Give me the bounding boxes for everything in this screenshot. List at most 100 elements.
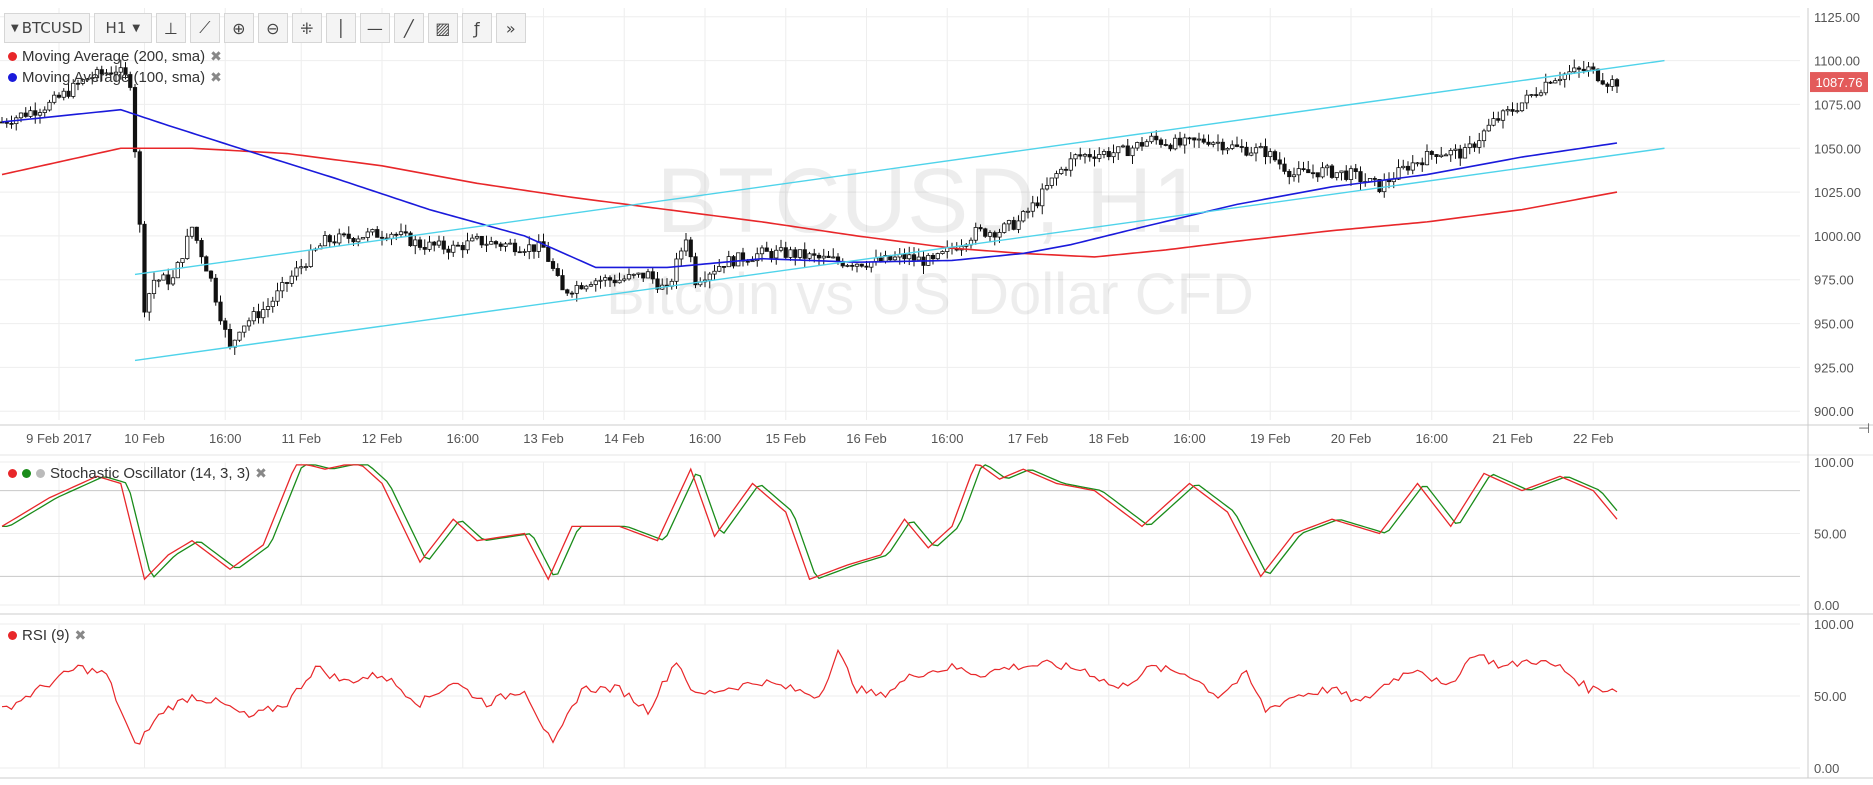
interval-selector[interactable]: H1 ▼ [93, 13, 152, 43]
candle [1063, 166, 1069, 176]
candle-body [237, 331, 242, 341]
fib-icon[interactable]: ▨ [427, 13, 458, 43]
crosshair-icon[interactable]: ⁜ [291, 13, 322, 43]
candle [1462, 143, 1468, 159]
candle [1429, 150, 1434, 160]
remove-rsi-icon[interactable]: ✖ [74, 627, 87, 643]
candle-body [997, 232, 1002, 238]
candle-body [1557, 78, 1563, 82]
candle [90, 71, 95, 85]
candle-body [712, 270, 717, 275]
zoom-out-icon[interactable]: ⊖ [257, 13, 288, 43]
candle-body [1206, 141, 1211, 145]
candle-body [1087, 154, 1092, 158]
candle [66, 83, 71, 99]
candle-body [75, 82, 81, 85]
candle-body [555, 268, 560, 276]
candle-body [1306, 169, 1311, 174]
legend-rsi[interactable]: RSI (9) ✖ [8, 627, 86, 644]
candle-body [1339, 170, 1344, 174]
x-tick-label: 16:00 [446, 431, 479, 446]
horizontal-line-icon[interactable]: — [359, 13, 390, 43]
interval-label: H1 [105, 19, 127, 37]
candle [417, 236, 423, 251]
candle [1002, 221, 1007, 234]
candle-body [783, 247, 788, 258]
legend-ma200[interactable]: Moving Average (200, sma) ✖ [8, 48, 222, 65]
candle-body [1002, 223, 1007, 233]
candle [1344, 165, 1349, 182]
candle [180, 258, 185, 268]
legend-ma100-label: Moving Average (100, sma) [22, 69, 206, 86]
candle-body [579, 285, 584, 290]
candle-body [978, 227, 983, 230]
candle [1059, 166, 1064, 175]
candle [1515, 102, 1520, 114]
candle-body [351, 238, 356, 243]
candle [422, 239, 427, 255]
legend-stochastic[interactable]: Stochastic Oscillator (14, 3, 3) ✖ [8, 465, 267, 482]
function-icon[interactable]: ƒ [461, 13, 492, 43]
candle-body [831, 256, 836, 259]
candle [1106, 147, 1111, 161]
candle-body [845, 264, 850, 267]
candle [1453, 144, 1458, 159]
candle [603, 274, 608, 287]
candle-body [394, 233, 399, 236]
candle-body [1135, 142, 1140, 149]
candle-body [807, 253, 812, 259]
candle-body [118, 67, 123, 73]
candle [940, 250, 945, 255]
candle-body [683, 239, 689, 252]
candle [1244, 141, 1249, 157]
candle [299, 258, 304, 275]
candle-body [1116, 146, 1121, 154]
candle-body [137, 151, 142, 225]
zoom-in-icon[interactable]: ⊕ [223, 13, 254, 43]
candle-body [1158, 139, 1164, 145]
legend-ma100[interactable]: Moving Average (100, sma) ✖ [8, 69, 222, 86]
remove-ma100-icon[interactable]: ✖ [210, 69, 222, 85]
watermark: BTCUSD, H1 Bitcoin vs US Dollar CFD [606, 150, 1254, 327]
x-tick-label: 16 Feb [846, 431, 886, 446]
candle-body [1467, 143, 1472, 149]
bar-style-icon[interactable]: ⊥ [155, 13, 186, 43]
symbol-selector[interactable]: ▼ BTCUSD [4, 13, 90, 43]
candle-body [80, 79, 85, 84]
candle [721, 266, 727, 274]
candle [536, 234, 541, 258]
candle [569, 290, 575, 298]
candle [280, 276, 285, 299]
indicator-icon[interactable]: ⟋ [189, 13, 220, 43]
candle-body [1320, 167, 1325, 178]
candle-body [1529, 94, 1534, 96]
candle-body [360, 237, 366, 240]
candle-body [460, 245, 465, 251]
trend-line-icon[interactable]: ╱ [393, 13, 424, 43]
candle [517, 246, 522, 254]
candle [256, 303, 261, 324]
candle-body [750, 260, 755, 263]
candle [398, 223, 404, 238]
more-icon[interactable]: » [495, 13, 526, 43]
candle [674, 252, 679, 289]
candle-body [422, 247, 427, 250]
candle [413, 234, 418, 255]
candle-body [821, 255, 826, 259]
vertical-line-icon[interactable]: │ [325, 13, 356, 43]
candle [1401, 159, 1406, 170]
candle-body [1092, 156, 1097, 159]
candle [432, 240, 437, 252]
candle [118, 59, 123, 80]
candle-body [1291, 174, 1297, 178]
candle-body [826, 255, 831, 258]
candle-body [1353, 168, 1358, 172]
candle-body [1510, 109, 1515, 112]
remove-ma200-icon[interactable]: ✖ [210, 48, 222, 64]
remove-stoch-icon[interactable]: ✖ [255, 465, 267, 481]
candle-body [1472, 143, 1477, 148]
candle-body [1500, 110, 1506, 121]
candle [1505, 105, 1510, 116]
candle [104, 69, 109, 77]
